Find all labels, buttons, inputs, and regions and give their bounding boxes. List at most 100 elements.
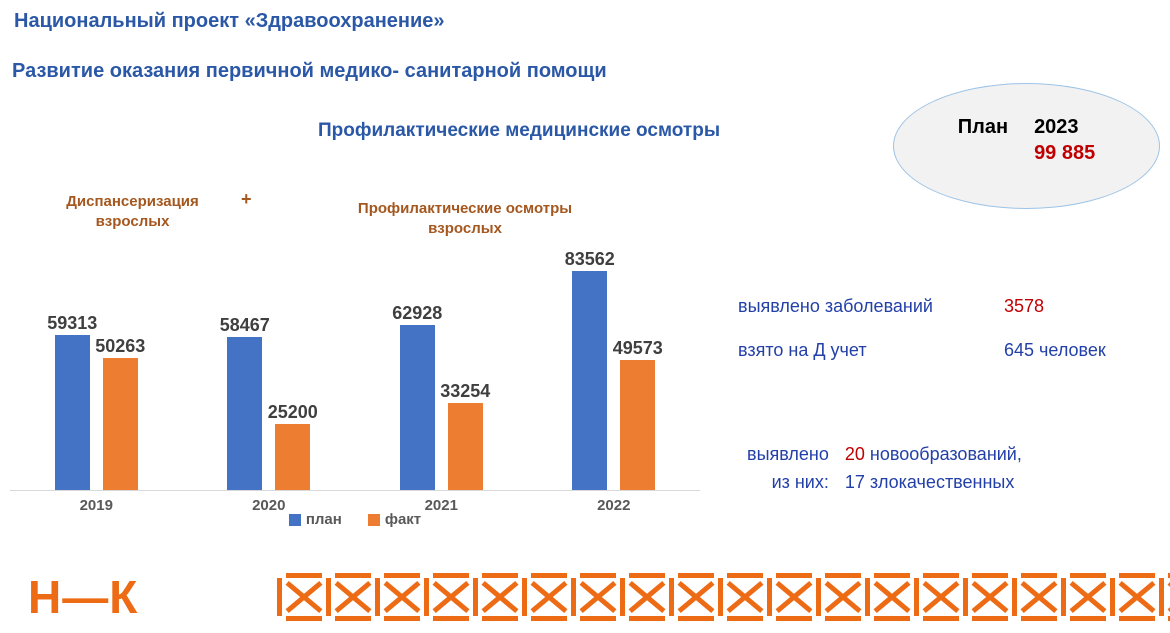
annotation-line: Профилактические осмотры (357, 200, 573, 217)
x-mark-icon (777, 581, 811, 613)
pattern-dash (874, 616, 910, 621)
bar-план-2019: 59313 (47, 313, 97, 490)
pattern-dash (972, 573, 1008, 578)
chart-title: Профилактические медицинские осмотры (318, 120, 721, 141)
stat-label: выявлено (747, 444, 829, 464)
stat-label: выявлено заболеваний (738, 296, 933, 316)
data-label: 25200 (267, 402, 318, 422)
plan-badge-spacer (958, 142, 1008, 165)
pattern-dash (482, 573, 518, 578)
pattern-dash (629, 616, 665, 621)
pattern-separator (620, 578, 625, 616)
boxed-x-icon (1066, 573, 1110, 621)
pattern-dash (335, 616, 371, 621)
x-axis-label-2021: 2021 (424, 497, 458, 514)
bar-факт-2019: 50263 (95, 336, 145, 490)
x-mark-icon (336, 581, 370, 613)
bar-план-2022: 83562 (565, 249, 615, 490)
pattern-dash (776, 616, 812, 621)
x-mark-icon (532, 581, 566, 613)
boxed-x-icon (919, 573, 963, 621)
pattern-separator (424, 578, 429, 616)
stat-value-text: новообразований, (869, 444, 1022, 464)
pattern-dash (972, 616, 1008, 621)
stat-value: 20 новообразований, (845, 444, 1022, 465)
bar-chart: 59313 50263 58467 25200 62928 33254 83562 49573… (10, 244, 700, 554)
boxed-x-icon (527, 573, 571, 621)
plan-2023-badge: План 2023 99 885 (893, 83, 1160, 209)
pattern-dash (1119, 616, 1155, 621)
pattern-dash (776, 573, 812, 578)
stat-value: 3578 (1004, 296, 1045, 316)
x-mark-icon (728, 581, 762, 613)
stat-value-number: 20 (844, 444, 865, 464)
pattern-dash (629, 573, 665, 578)
bar-факт-2022: 49573 (613, 338, 663, 490)
bar-group-2021: 62928 33254 (355, 244, 528, 490)
x-axis-label-2020: 2020 (252, 497, 286, 514)
boxed-x-icon (625, 573, 669, 621)
data-label: 58467 (219, 315, 270, 335)
boxed-x-icon (1164, 573, 1170, 621)
bar-факт-2020: 25200 (268, 402, 318, 490)
x-mark-icon (1022, 581, 1056, 613)
pattern-separator (914, 578, 919, 616)
stats-block-neoplasms: выявлено 20 новообразований, из них: 17 … (747, 444, 1022, 493)
annotation-line: взрослых (95, 212, 170, 230)
pattern-dash (923, 573, 959, 578)
x-mark-icon (287, 581, 321, 613)
footer-pattern (277, 573, 1170, 621)
pattern-separator (963, 578, 968, 616)
boxed-x-icon (772, 573, 816, 621)
plan-badge-content: План 2023 99 885 (958, 116, 1095, 165)
bar-group-2019: 59313 50263 (10, 244, 183, 490)
data-label: 83562 (564, 249, 615, 269)
pattern-dash (1168, 573, 1170, 578)
annotation-line: взрослых (428, 219, 502, 237)
stat-value: 17 злокачественных (844, 472, 1015, 492)
boxed-x-icon (821, 573, 865, 621)
data-label: 33254 (440, 381, 491, 401)
slide-subtitle: Развитие оказания первичной медико- сани… (12, 60, 607, 82)
pattern-separator (1110, 578, 1115, 616)
stat-row-diseases: выявлено заболеваний 3578 (738, 296, 1168, 317)
annotation-preventive-exams-adults: Профилактические осмотры взрослых (330, 199, 600, 238)
pattern-dash (335, 573, 371, 578)
boxed-x-icon (870, 573, 914, 621)
pattern-separator (669, 578, 674, 616)
data-label: 50263 (95, 336, 146, 356)
x-axis-label-2019: 2019 (79, 497, 113, 514)
pattern-dash (580, 616, 616, 621)
pattern-dash (531, 616, 567, 621)
legend-label: факт (384, 511, 422, 528)
pattern-separator (1012, 578, 1017, 616)
pattern-separator (1159, 578, 1164, 616)
pattern-dash (1119, 573, 1155, 578)
boxed-x-icon (282, 573, 326, 621)
chart-plot: 59313 50263 58467 25200 62928 33254 83562 49573 (10, 244, 700, 491)
boxed-x-icon (1115, 573, 1159, 621)
pattern-separator (571, 578, 576, 616)
pattern-dash (923, 616, 959, 621)
x-mark-icon (826, 581, 860, 613)
pattern-dash (433, 616, 469, 621)
x-mark-icon (973, 581, 1007, 613)
pattern-dash (580, 573, 616, 578)
data-label: 62928 (392, 303, 443, 323)
pattern-dash (1070, 573, 1106, 578)
pattern-dash (874, 573, 910, 578)
pattern-dash (1168, 616, 1170, 621)
bar-group-2022: 83562 49573 (528, 244, 701, 490)
pattern-separator (718, 578, 723, 616)
pattern-dash (825, 573, 861, 578)
legend-item-план: план (288, 511, 342, 528)
boxed-x-icon (478, 573, 522, 621)
bar-group-2020: 58467 25200 (183, 244, 356, 490)
boxed-x-icon (674, 573, 718, 621)
pattern-separator (277, 578, 282, 616)
legend-item-факт: факт (367, 511, 422, 528)
plan-badge-value: 99 885 (1034, 141, 1096, 164)
annotation-dispensary-adults: Диспансеризация взрослых (40, 192, 225, 231)
stat-row-dispensary-registered: взято на Д учет 645 человек (738, 340, 1168, 361)
pattern-dash (531, 573, 567, 578)
